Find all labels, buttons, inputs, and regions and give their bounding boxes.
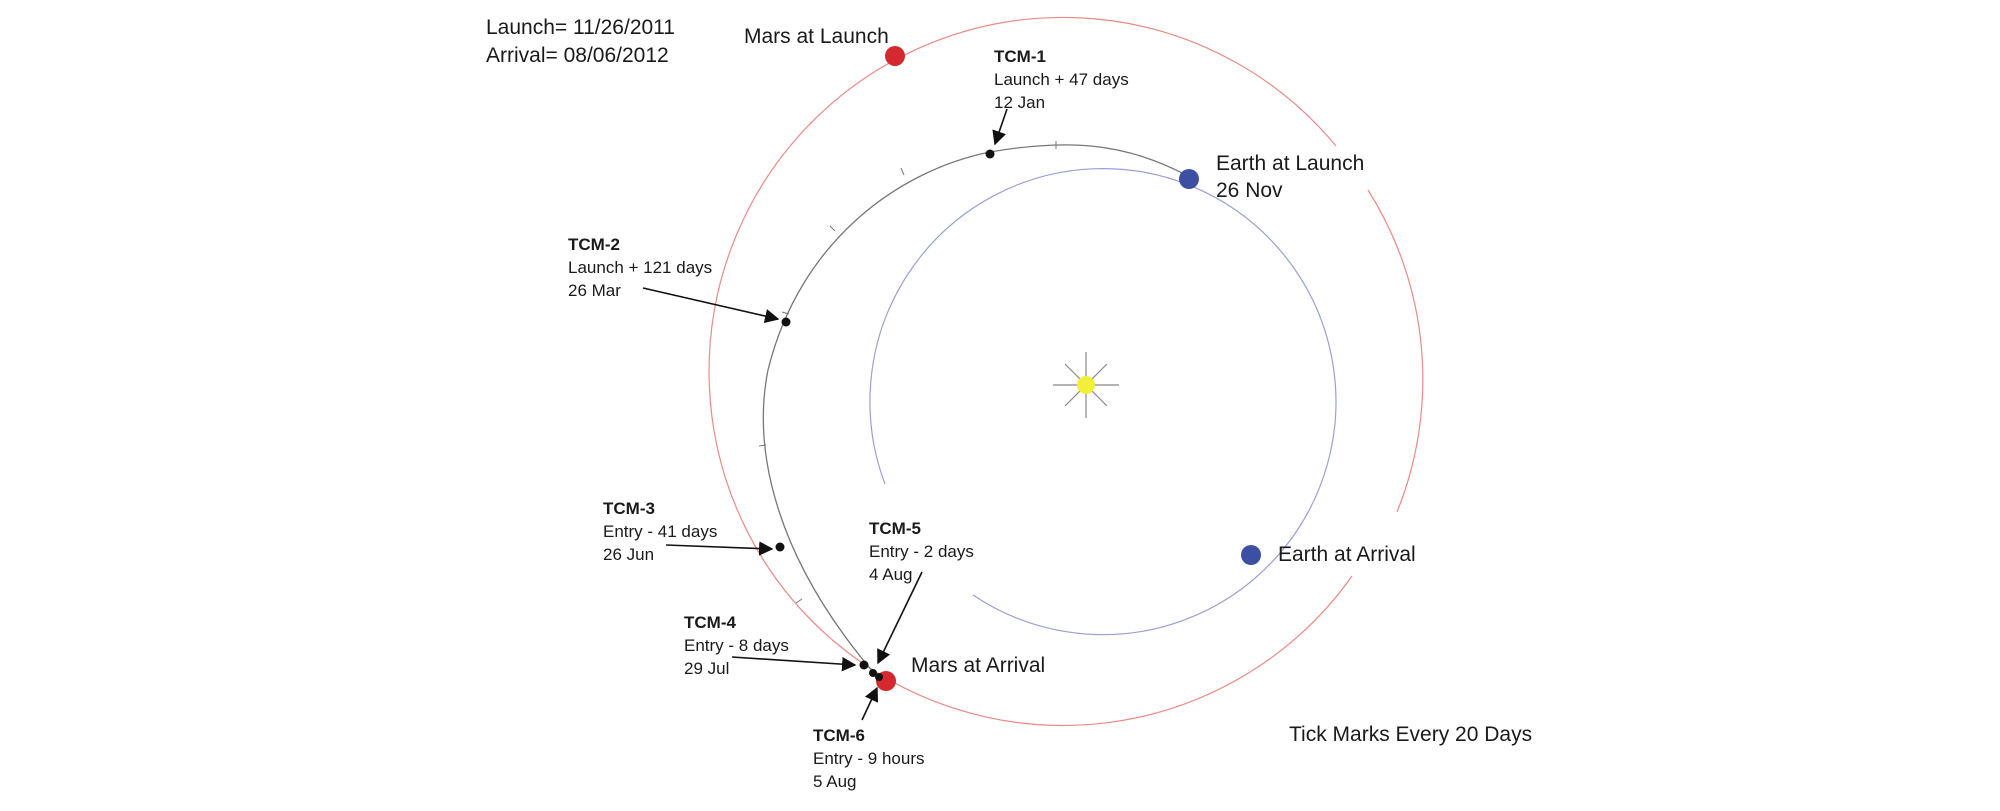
sun-dot [1077, 376, 1095, 394]
tcm-3-timing: Entry - 41 days [603, 522, 717, 541]
earth-orbit [869, 168, 1337, 636]
tcm-5-timing: Entry - 2 days [869, 542, 974, 561]
tcm-4-timing: Entry - 8 days [684, 636, 789, 655]
tcm-4-arrow [731, 656, 857, 672]
tcm-points [775, 149, 995, 681]
tcm-6-timing: Entry - 9 hours [813, 749, 925, 768]
mars-orbit [708, 16, 1353, 727]
tcm-2-date: 26 Mar [568, 281, 621, 300]
tcm-6-name: TCM-6 [813, 726, 865, 745]
tcm-5-date: 4 Aug [869, 565, 913, 584]
tcm-3-arrow [665, 541, 774, 556]
arrival-date-label: Arrival= 08/06/2012 [486, 44, 669, 67]
tcm-4-date: 29 Jul [684, 659, 729, 678]
transfer-trajectory [762, 144, 1187, 681]
earth-at-launch-marker [1179, 169, 1199, 189]
tcm-6-date: 5 Aug [813, 772, 857, 791]
earth-at-launch-date: 26 Nov [1216, 179, 1283, 202]
tcm-6-point [875, 673, 883, 681]
tcm-1-point [985, 149, 995, 159]
tcm-1-date: 12 Jan [994, 93, 1045, 112]
tcm-6-arrow [861, 686, 879, 721]
tcm-3-name: TCM-3 [603, 499, 655, 518]
earth-at-launch-label: Earth at Launch [1216, 152, 1364, 175]
mars-orbit-segment [1367, 189, 1424, 513]
tcm-2-timing: Launch + 121 days [568, 258, 712, 277]
tcm-5-point [869, 669, 877, 677]
trajectory-tick-marks [758, 141, 1057, 604]
tcm-2-point [781, 317, 791, 327]
tcm-3-point [775, 542, 785, 552]
tcm-5-arrow [877, 571, 923, 665]
tcm-1-name: TCM-1 [994, 47, 1046, 66]
earth-at-arrival-marker [1241, 545, 1261, 565]
tcm-5-name: TCM-5 [869, 519, 921, 538]
tcm-2-name: TCM-2 [568, 235, 620, 254]
tcm-1-arrow [992, 108, 1008, 146]
tcm-2-arrow [642, 287, 780, 324]
mars-at-launch-label: Mars at Launch [744, 25, 889, 48]
tcm-4-point [859, 660, 869, 670]
tcm-4-name: TCM-4 [684, 613, 736, 632]
tick-marks-note: Tick Marks Every 20 Days [1289, 723, 1532, 746]
tcm-3-date: 26 Jun [603, 545, 654, 564]
mars-at-arrival-label: Mars at Arrival [911, 654, 1045, 677]
earth-at-arrival-label: Earth at Arrival [1278, 543, 1416, 566]
launch-date-label: Launch= 11/26/2011 [486, 16, 675, 39]
tcm-1-timing: Launch + 47 days [994, 70, 1129, 89]
mars-at-launch-marker [885, 46, 905, 66]
callout-arrows [642, 108, 1008, 721]
